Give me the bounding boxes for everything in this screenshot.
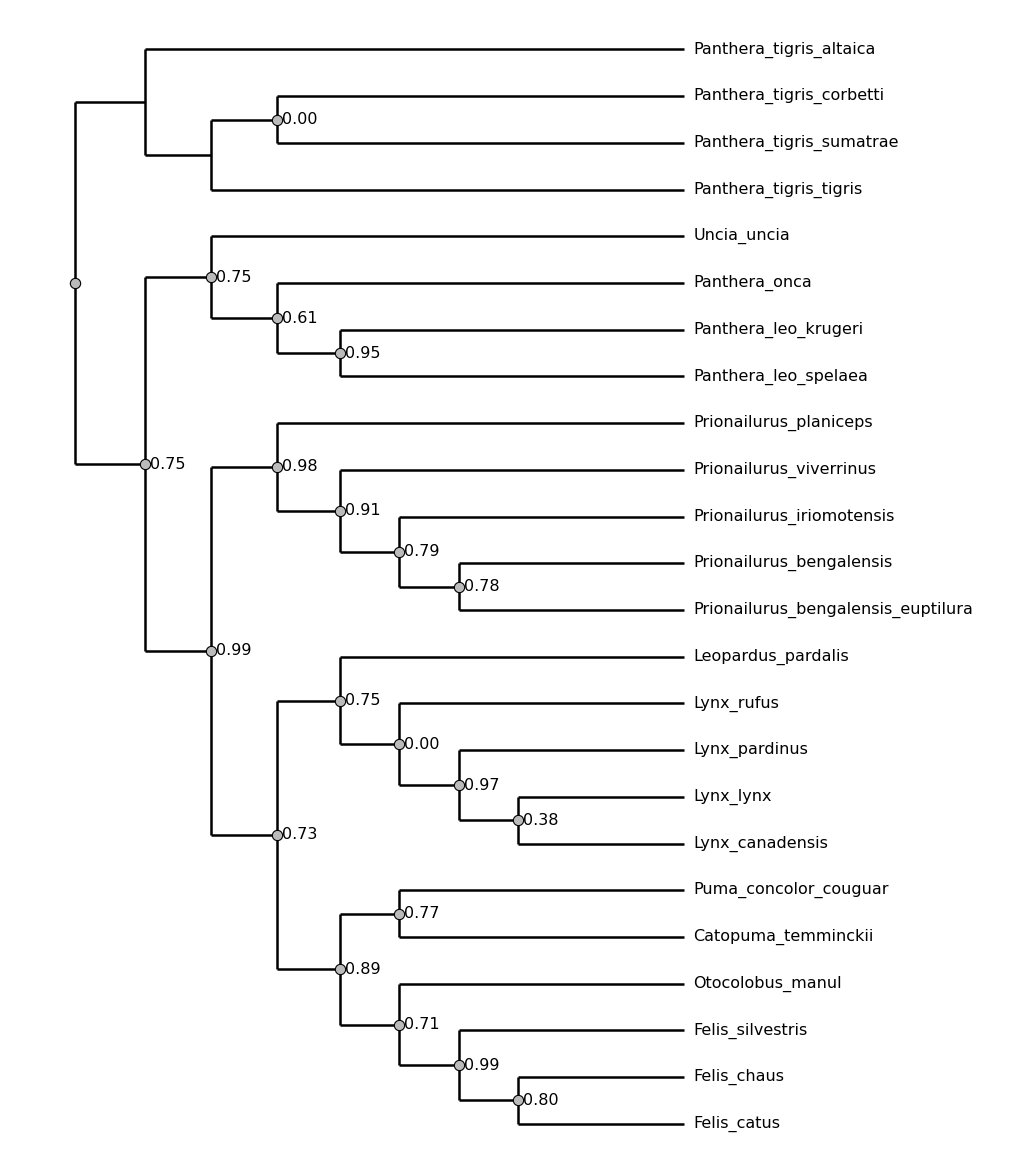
Point bbox=[67, 274, 84, 292]
Point bbox=[203, 641, 219, 660]
Text: Panthera_onca: Panthera_onca bbox=[694, 275, 813, 291]
Text: 0.73: 0.73 bbox=[281, 828, 317, 843]
Text: 0.78: 0.78 bbox=[463, 580, 499, 594]
Text: 0.95: 0.95 bbox=[344, 346, 381, 361]
Text: Panthera_tigris_sumatrae: Panthera_tigris_sumatrae bbox=[694, 135, 900, 151]
Text: 0.00: 0.00 bbox=[404, 737, 439, 752]
Point bbox=[332, 502, 348, 520]
Point bbox=[391, 904, 407, 923]
Text: Prionailurus_iriomotensis: Prionailurus_iriomotensis bbox=[694, 509, 895, 525]
Text: Prionailurus_planiceps: Prionailurus_planiceps bbox=[694, 416, 874, 432]
Point bbox=[269, 308, 285, 327]
Text: Felis_silvestris: Felis_silvestris bbox=[694, 1022, 808, 1038]
Text: 0.75: 0.75 bbox=[216, 270, 251, 285]
Point bbox=[332, 343, 348, 362]
Point bbox=[451, 1056, 467, 1074]
Text: Lynx_rufus: Lynx_rufus bbox=[694, 695, 780, 711]
Text: Prionailurus_viverrinus: Prionailurus_viverrinus bbox=[694, 462, 877, 478]
Point bbox=[332, 691, 348, 710]
Text: 0.75: 0.75 bbox=[344, 693, 381, 708]
Point bbox=[136, 455, 153, 474]
Text: 0.89: 0.89 bbox=[344, 961, 381, 977]
Text: 0.80: 0.80 bbox=[523, 1093, 558, 1108]
Point bbox=[269, 111, 285, 129]
Text: Panthera_tigris_tigris: Panthera_tigris_tigris bbox=[694, 182, 863, 198]
Point bbox=[332, 960, 348, 979]
Text: 0.79: 0.79 bbox=[404, 544, 439, 559]
Text: Puma_concolor_couguar: Puma_concolor_couguar bbox=[694, 882, 889, 899]
Text: 0.77: 0.77 bbox=[404, 906, 439, 921]
Text: Lynx_pardinus: Lynx_pardinus bbox=[694, 743, 809, 758]
Text: Panthera_leo_spelaea: Panthera_leo_spelaea bbox=[694, 368, 869, 384]
Text: 0.75: 0.75 bbox=[150, 456, 185, 471]
Text: Panthera_tigris_altaica: Panthera_tigris_altaica bbox=[694, 42, 876, 57]
Point bbox=[203, 268, 219, 286]
Text: 0.71: 0.71 bbox=[404, 1017, 439, 1032]
Point bbox=[510, 811, 526, 830]
Text: Panthera_leo_krugeri: Panthera_leo_krugeri bbox=[694, 321, 863, 338]
Text: 0.61: 0.61 bbox=[281, 311, 317, 326]
Text: 0.97: 0.97 bbox=[463, 778, 499, 793]
Text: 0.00: 0.00 bbox=[281, 112, 317, 127]
Point bbox=[510, 1091, 526, 1109]
Point bbox=[391, 734, 407, 753]
Point bbox=[391, 1015, 407, 1034]
Text: Uncia_uncia: Uncia_uncia bbox=[694, 228, 790, 244]
Text: Prionailurus_bengalensis: Prionailurus_bengalensis bbox=[694, 555, 893, 572]
Text: Catopuma_temminckii: Catopuma_temminckii bbox=[694, 929, 874, 945]
Text: Felis_chaus: Felis_chaus bbox=[694, 1069, 785, 1085]
Text: 0.98: 0.98 bbox=[281, 460, 317, 475]
Point bbox=[451, 577, 467, 596]
Text: Otocolobus_manul: Otocolobus_manul bbox=[694, 975, 843, 992]
Text: Prionailurus_bengalensis_euptilura: Prionailurus_bengalensis_euptilura bbox=[694, 602, 973, 618]
Text: 0.99: 0.99 bbox=[463, 1058, 499, 1073]
Point bbox=[269, 825, 285, 844]
Text: 0.38: 0.38 bbox=[523, 812, 558, 828]
Text: Panthera_tigris_corbetti: Panthera_tigris_corbetti bbox=[694, 88, 885, 105]
Text: Lynx_lynx: Lynx_lynx bbox=[694, 789, 772, 805]
Point bbox=[451, 776, 467, 795]
Text: 0.99: 0.99 bbox=[216, 644, 251, 659]
Text: Leopardus_pardalis: Leopardus_pardalis bbox=[694, 648, 849, 665]
Text: Lynx_canadensis: Lynx_canadensis bbox=[694, 836, 828, 852]
Text: 0.91: 0.91 bbox=[344, 503, 381, 518]
Text: Felis_catus: Felis_catus bbox=[694, 1116, 781, 1131]
Point bbox=[269, 457, 285, 476]
Point bbox=[391, 542, 407, 561]
